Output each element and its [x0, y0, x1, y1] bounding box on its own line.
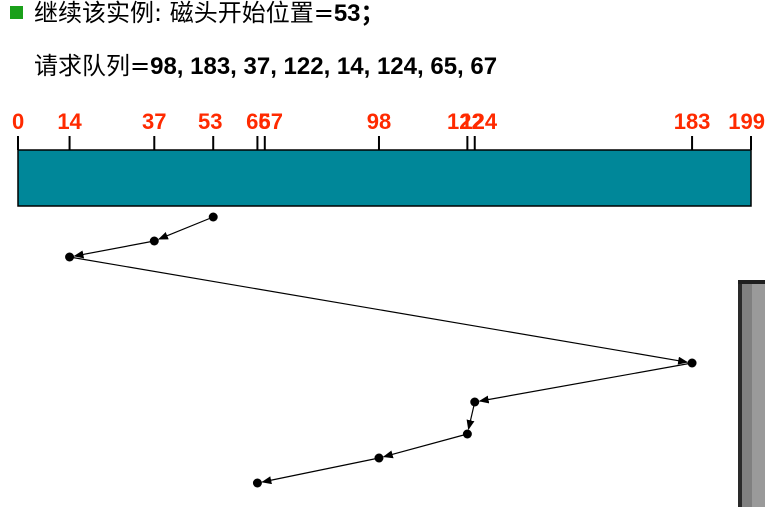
tick-label-183: 183 — [674, 109, 711, 134]
tick-label-122: 122 — [447, 109, 484, 134]
seek-segment-122-to-98 — [382, 433, 468, 459]
tick-label-0: 0 — [12, 109, 24, 134]
heading-line-2: 请求队列=98, 183, 37, 122, 14, 124, 65, 67 — [34, 52, 497, 81]
tick-label-14: 14 — [57, 109, 82, 134]
tick-label-98: 98 — [367, 109, 391, 134]
tick-label-53: 53 — [198, 109, 222, 134]
seek-point-122 — [462, 429, 472, 439]
seek-point-53 — [208, 212, 218, 222]
seek-points — [65, 212, 697, 488]
seek-point-65 — [252, 478, 262, 488]
tick-label-124: 124 — [460, 109, 497, 134]
tick-label-65: 65 — [246, 109, 270, 134]
photo-edge-image — [738, 280, 765, 507]
seek-segment-53-to-37 — [157, 216, 214, 240]
seek-point-14 — [65, 252, 75, 262]
bullet-square — [10, 6, 23, 19]
seek-segment-14-to-183 — [69, 256, 689, 365]
seek-point-98 — [374, 453, 384, 463]
seek-segment-37-to-14 — [73, 240, 155, 259]
seek-path — [69, 216, 693, 485]
seek-segment-183-to-124 — [478, 362, 693, 404]
track-bar — [17, 149, 752, 207]
tick-label-67: 67 — [259, 109, 283, 134]
heading-line-2-prefix: 请求队列= — [34, 52, 151, 80]
seek-point-183 — [687, 358, 697, 368]
tick-label-37: 37 — [142, 109, 166, 134]
heading-line-1-value: 53； — [333, 0, 385, 27]
seek-segment-124-to-122 — [466, 401, 476, 431]
heading-line-1: 继续该实例: 磁头开始位置=53； — [34, 0, 385, 28]
seek-point-124 — [470, 397, 480, 407]
seek-point-37 — [149, 236, 159, 246]
heading-line-2-values: 98, 183, 37, 122, 14, 124, 65, 67 — [150, 53, 498, 80]
tick-marks — [17, 136, 752, 150]
heading-line-1-prefix: 继续该实例: 磁头开始位置= — [34, 0, 334, 27]
tick-label-199: 199 — [728, 109, 765, 134]
seek-segment-98-to-65 — [261, 457, 380, 485]
photo-edge-top — [738, 280, 765, 284]
